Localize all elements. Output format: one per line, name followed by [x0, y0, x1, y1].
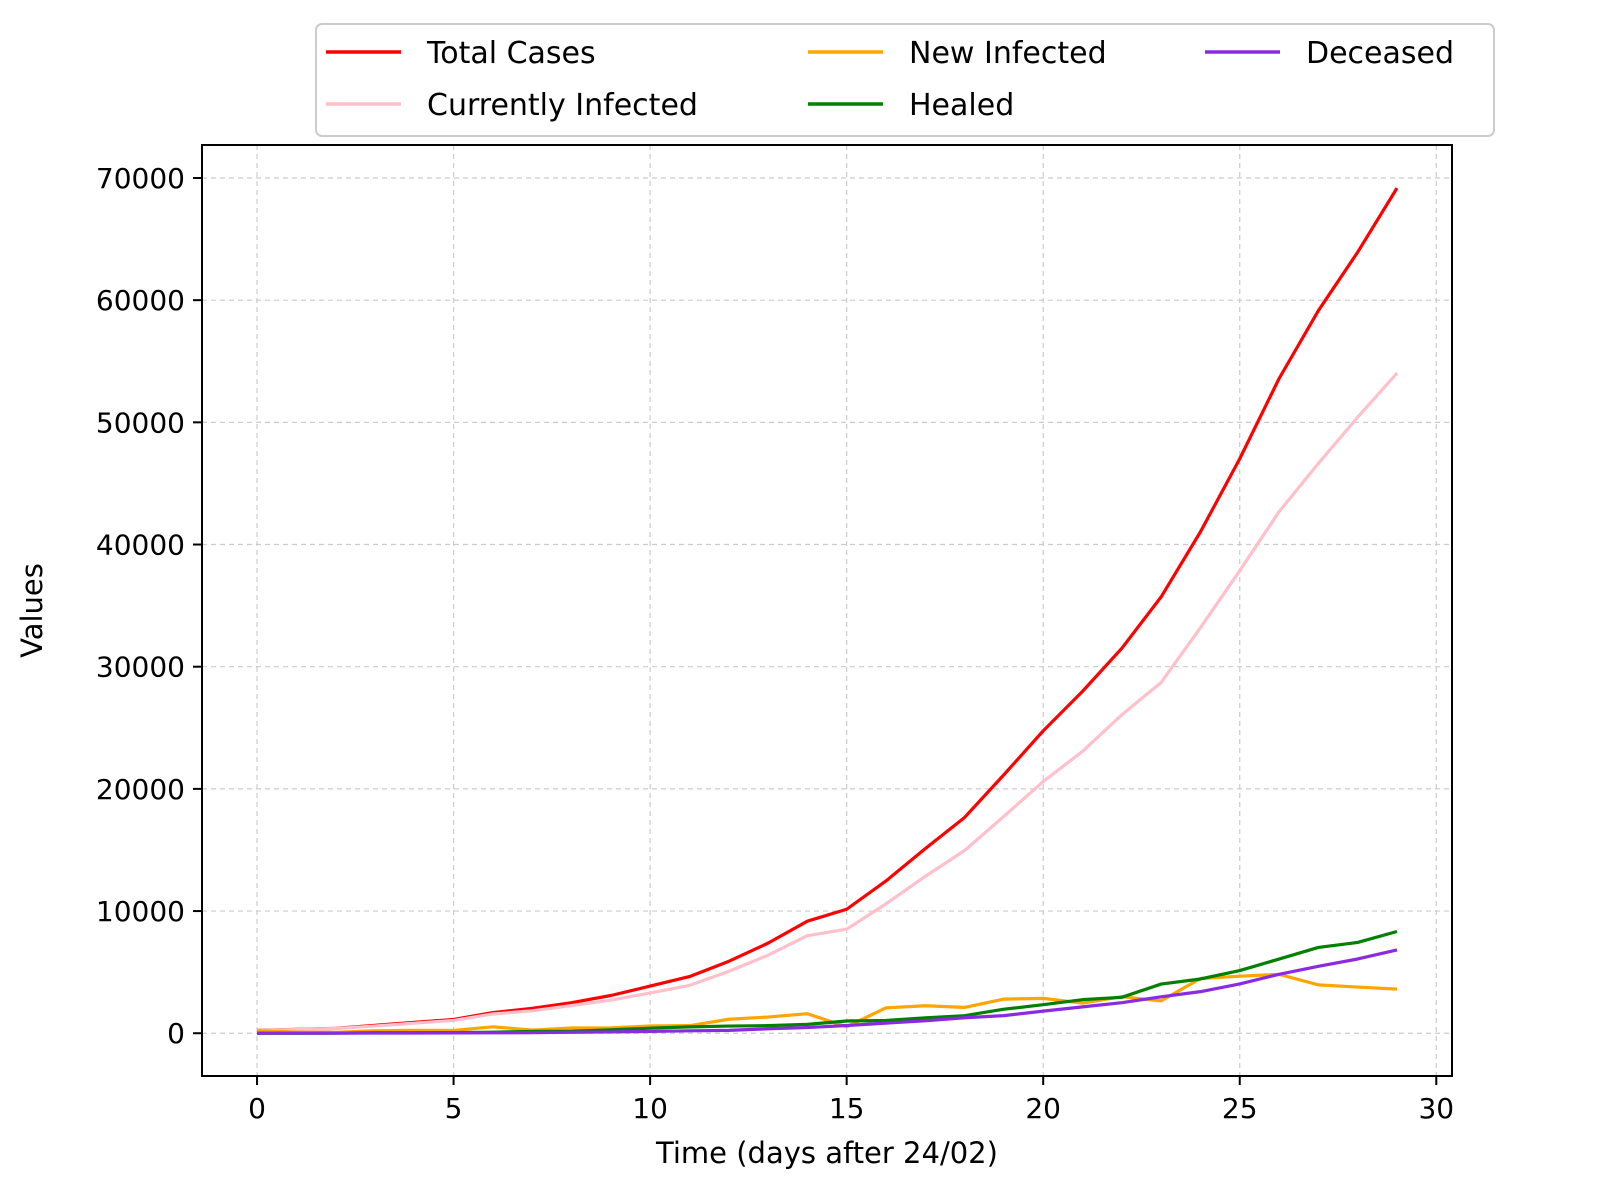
y-tick-label: 40000 [96, 529, 185, 562]
grid [202, 145, 1452, 1076]
legend-item-healed: Healed [808, 88, 1014, 123]
y-tick-label: 70000 [96, 162, 185, 195]
y-axis-ticks: 0 10000 20000 30000 40000 50000 60000 70000 [96, 162, 202, 1050]
legend-label: New Infected [909, 36, 1107, 71]
y-tick-label: 20000 [96, 773, 185, 806]
y-tick-label: 60000 [96, 284, 185, 317]
legend: Total Cases Currently Infected New Infecte… [315, 23, 1495, 137]
legend-item-currently-infected: Currently Infected [326, 88, 698, 123]
y-tick-label: 0 [167, 1017, 185, 1050]
plot-area-frame [201, 144, 1453, 1077]
x-axis-label: Time (days after 24/02) [655, 1136, 998, 1170]
series-lines [256, 187, 1399, 1035]
legend-item-deceased: Deceased [1205, 36, 1454, 71]
legend-item-total-cases: Total Cases [326, 36, 596, 71]
legend-label: Currently Infected [427, 88, 698, 123]
x-tick-label: 5 [445, 1092, 463, 1125]
y-tick-label: 30000 [96, 651, 185, 684]
legend-label: Deceased [1306, 36, 1454, 71]
series-line-currently-infected [256, 372, 1399, 1033]
legend-label: Total Cases [426, 36, 596, 71]
series-line-deceased [257, 948, 1398, 1035]
y-axis-label: Values [15, 563, 49, 658]
legend-box [315, 23, 1495, 137]
legend-item-new-infected: New Infected [808, 36, 1107, 71]
x-axis-ticks: 0 5 10 15 20 25 30 [248, 1076, 1454, 1125]
x-tick-label: 15 [829, 1092, 865, 1125]
x-tick-label: 0 [248, 1092, 266, 1125]
x-tick-label: 20 [1025, 1092, 1061, 1125]
y-tick-label: 10000 [96, 895, 185, 928]
x-tick-label: 25 [1222, 1092, 1258, 1125]
x-tick-label: 30 [1418, 1092, 1454, 1125]
x-tick-label: 10 [632, 1092, 668, 1125]
y-tick-label: 50000 [96, 406, 185, 439]
legend-label: Healed [909, 88, 1014, 123]
